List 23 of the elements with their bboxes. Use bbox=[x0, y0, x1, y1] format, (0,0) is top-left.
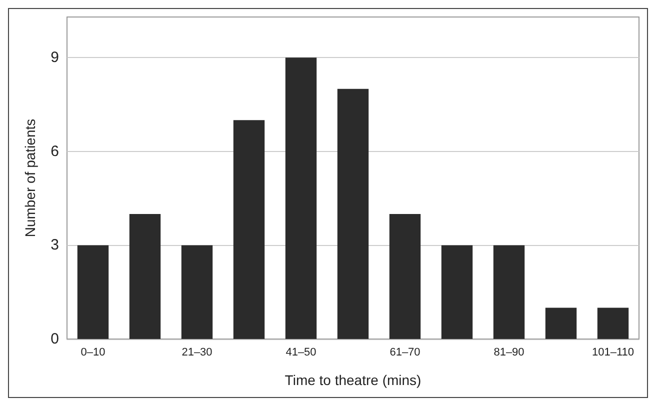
x-tick-label: 101–110 bbox=[592, 346, 634, 358]
y-tick-label: 0 bbox=[50, 330, 59, 348]
y-tick-label: 9 bbox=[50, 49, 59, 66]
x-axis-title: Time to theatre (mins) bbox=[284, 372, 422, 388]
bar bbox=[389, 214, 421, 339]
y-tick-label: 6 bbox=[50, 142, 59, 160]
bar bbox=[77, 245, 109, 339]
bar bbox=[493, 245, 525, 339]
bar bbox=[233, 120, 265, 339]
bar bbox=[597, 308, 629, 339]
x-tick-label: 0–10 bbox=[80, 346, 106, 358]
x-tick-label: 41–50 bbox=[286, 346, 316, 358]
bar bbox=[181, 245, 213, 339]
x-tick-label: 61–70 bbox=[390, 346, 420, 358]
bar bbox=[285, 58, 317, 339]
y-tick-label: 3 bbox=[50, 236, 59, 254]
bar bbox=[441, 245, 473, 339]
bar bbox=[545, 308, 577, 339]
x-tick-label: 81–90 bbox=[494, 346, 524, 358]
bar bbox=[129, 214, 161, 339]
x-tick-label: 21–30 bbox=[182, 346, 212, 358]
y-axis-title: Number of patients bbox=[22, 118, 38, 238]
bar bbox=[337, 88, 369, 339]
